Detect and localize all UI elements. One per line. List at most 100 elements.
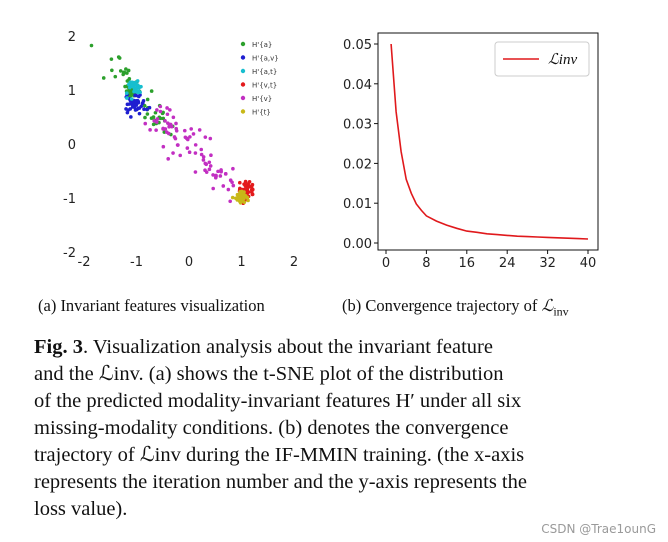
legend-label: ℒinv — [548, 52, 577, 68]
scatter-point — [171, 115, 176, 120]
scatter-point — [125, 71, 129, 75]
scatter-point — [154, 128, 158, 132]
x-tick-label: 2 — [290, 255, 298, 270]
legend-marker — [240, 55, 246, 60]
watermark: CSDN @Trae1ounG — [541, 522, 656, 536]
legend-label: H'{v} — [252, 95, 272, 103]
scatter-point — [171, 151, 175, 155]
scatter-point — [203, 135, 208, 139]
scatter-point — [230, 180, 234, 185]
scatter-point — [247, 180, 252, 184]
scatter-point — [166, 121, 170, 125]
legend-marker — [240, 82, 246, 87]
scatter-point — [199, 152, 204, 157]
scatter-point — [228, 199, 232, 204]
y-tick-label: 0.04 — [343, 78, 372, 93]
scatter-point — [182, 128, 187, 133]
scatter-point — [193, 170, 198, 174]
scatter-point — [223, 172, 228, 176]
caption-line-2: and the ℒinv. (a) shows the t-SNE plot o… — [34, 363, 504, 385]
scatter-point — [126, 68, 131, 73]
x-tick-label: 32 — [539, 256, 556, 271]
caption-line-3: of the predicted modality-invariant feat… — [34, 390, 522, 412]
legend-marker — [240, 68, 246, 74]
scatter-point — [165, 112, 170, 117]
scatter-point — [139, 84, 143, 89]
scatter-point — [133, 93, 137, 98]
scatter-point — [121, 70, 126, 75]
scatter-point — [142, 103, 147, 108]
scatter-point — [173, 136, 178, 141]
x-tick-label: 24 — [499, 256, 516, 271]
legend-label: H'{a} — [252, 41, 272, 49]
scatter-point — [149, 89, 154, 93]
scatter-point — [211, 186, 215, 191]
legend-box — [494, 41, 590, 77]
scatter-point — [163, 119, 167, 123]
subcaption-a: (a) Invariant features visualization — [38, 296, 265, 315]
y-tick-label: -2 — [63, 246, 76, 261]
y-tick-label: 0.05 — [343, 38, 372, 53]
scatter-point — [127, 102, 132, 106]
caption-line-5: trajectory of ℒinv during the IF-MMIN tr… — [34, 444, 525, 466]
legend-marker — [240, 95, 246, 101]
scatter-point — [89, 43, 94, 48]
scatter-point — [208, 164, 213, 168]
scatter-point — [201, 155, 206, 159]
scatter-point — [148, 128, 152, 132]
scatter-point — [152, 119, 157, 123]
scatter-point — [245, 188, 250, 193]
scatter-point — [145, 112, 150, 116]
scatter-point — [129, 97, 134, 101]
scatter-point — [203, 161, 208, 166]
scatter-point — [191, 132, 196, 136]
fig-label: Fig. 3 — [34, 336, 83, 358]
scatter-point — [109, 57, 114, 61]
scatter-point — [165, 106, 169, 110]
scatter-point — [235, 196, 239, 201]
scatter-point — [125, 96, 129, 100]
caption-line-7: loss value). — [34, 498, 128, 520]
scatter-point — [110, 68, 114, 73]
scatter-point — [193, 143, 198, 147]
scatter-point — [246, 198, 250, 203]
scatter-point — [187, 150, 192, 155]
scatter-point — [124, 67, 128, 71]
caption-line-1: Fig. 3. Visualization analysis about the… — [34, 336, 493, 358]
legend-label: H'{v,t} — [252, 82, 277, 90]
loss-line — [390, 43, 589, 240]
scatter-point — [132, 105, 137, 110]
scatter-point — [162, 130, 167, 134]
scatter-point — [230, 195, 235, 200]
scatter-point — [188, 135, 192, 139]
caption-line-4: missing-modality conditions. (b) denotes… — [34, 417, 509, 439]
scatter-point — [130, 84, 135, 89]
scatter-point — [201, 158, 206, 162]
x-tick-label: 0 — [185, 255, 193, 270]
scatter-point — [143, 115, 147, 120]
scatter-point — [116, 55, 121, 59]
scatter-point — [137, 106, 142, 110]
scatter-point — [118, 69, 123, 73]
x-tick-label: 16 — [459, 256, 476, 271]
y-tick-label: 0.02 — [343, 157, 372, 172]
scatter-point — [168, 108, 172, 112]
scatter-point — [142, 107, 146, 111]
legend-label: H'{t} — [252, 109, 271, 117]
scatter-point — [145, 97, 150, 102]
y-tick-label: 0.00 — [343, 237, 372, 252]
scatter-point — [209, 153, 213, 158]
scatter-point — [166, 131, 171, 136]
scatter-point — [135, 107, 139, 112]
scatter-point — [197, 128, 202, 132]
scatter-point — [140, 101, 145, 106]
x-tick-label: 1 — [237, 255, 245, 270]
scatter-point — [203, 168, 207, 173]
scatter-point — [135, 79, 140, 83]
scatter-point — [213, 175, 218, 180]
scatter-point — [174, 126, 179, 131]
scatter-point — [238, 180, 242, 185]
scatter-point — [211, 173, 215, 177]
scatter-point — [219, 169, 223, 174]
legend-marker — [240, 41, 246, 47]
